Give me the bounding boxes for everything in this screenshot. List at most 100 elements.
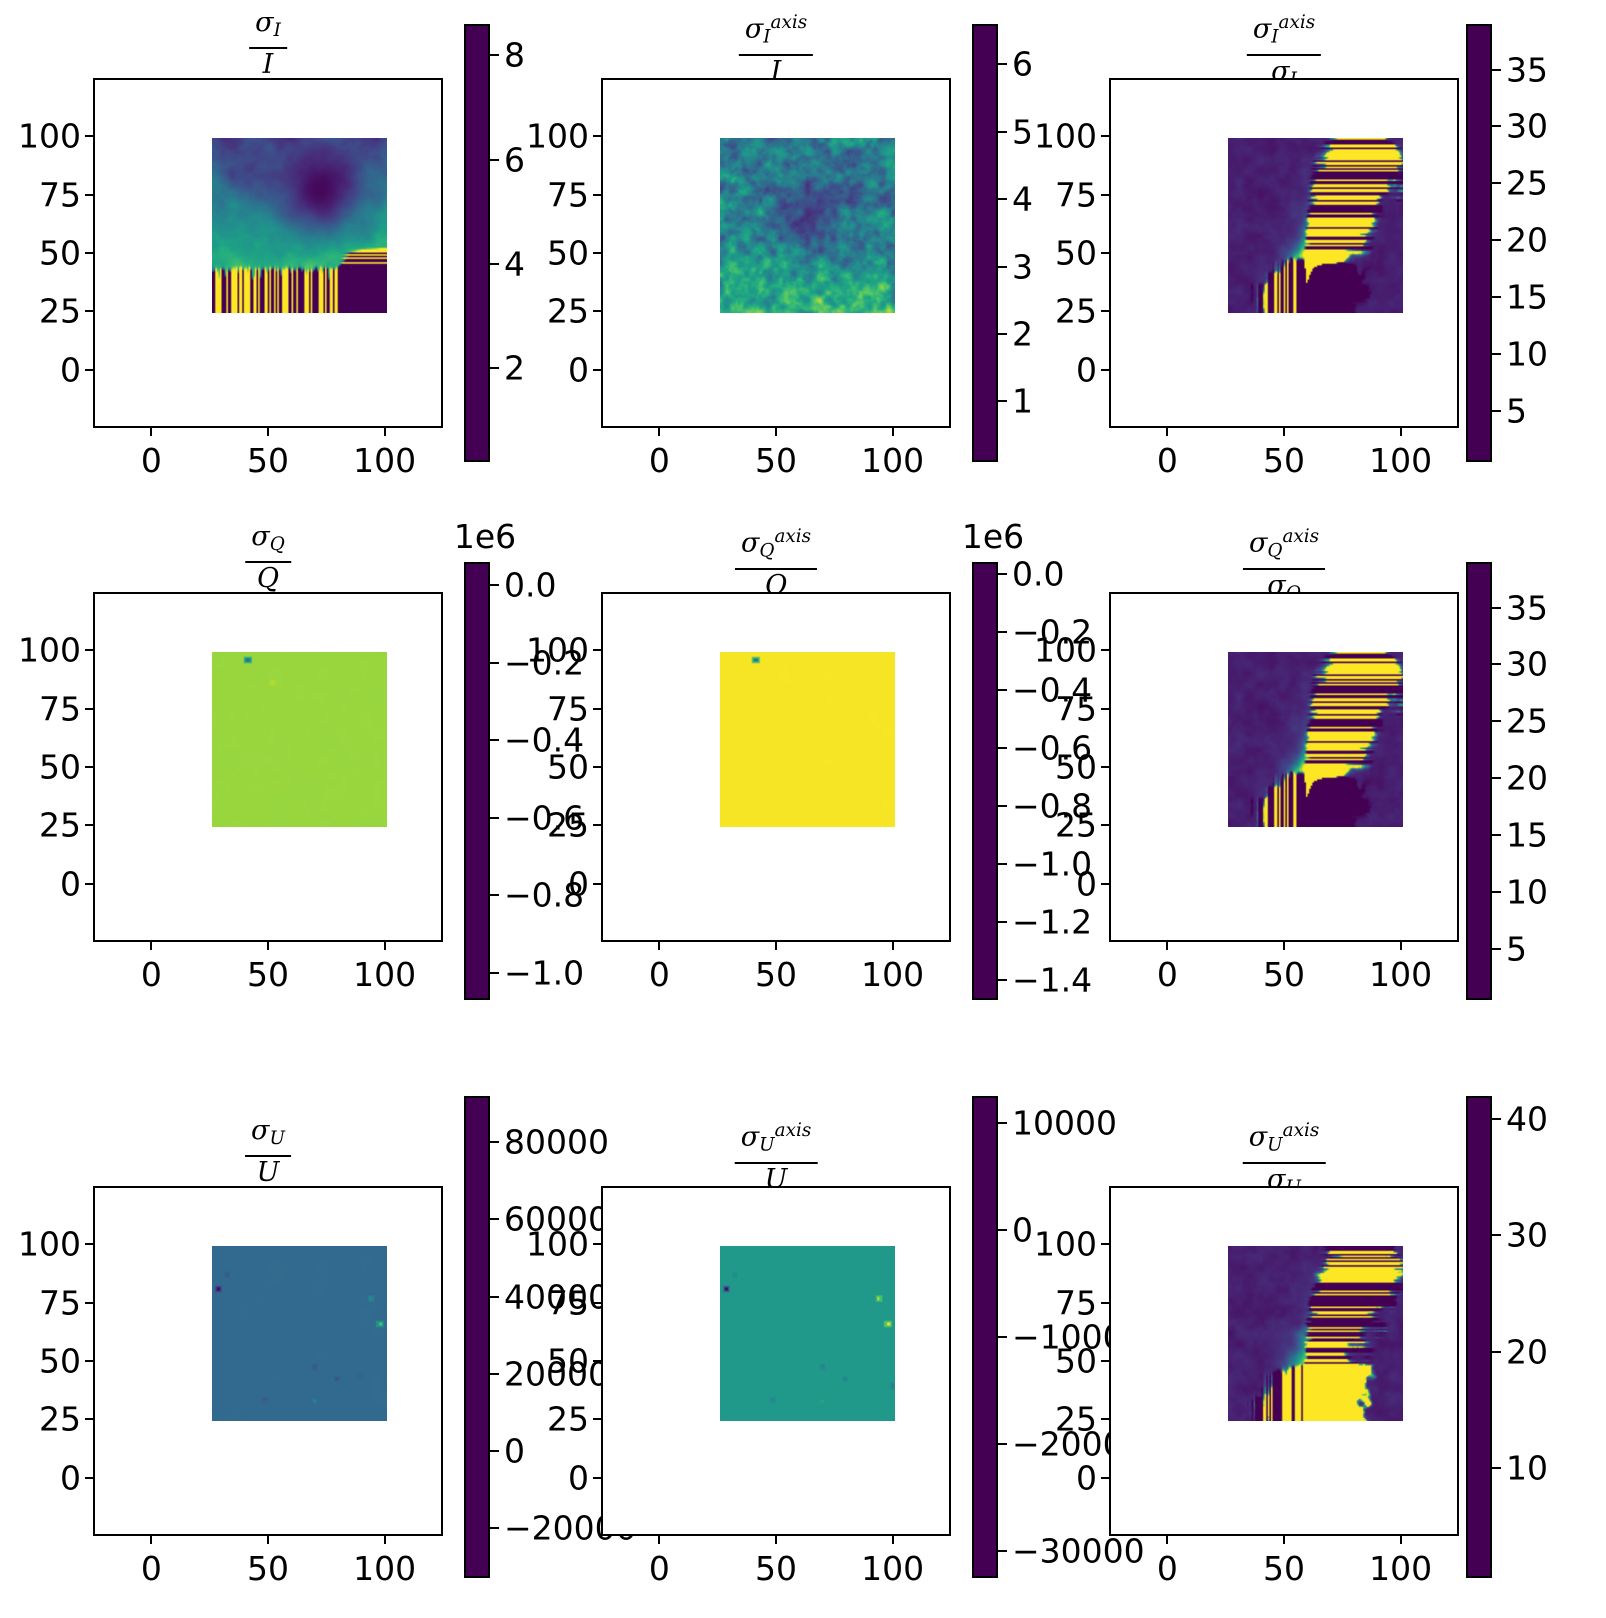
colorbar-tick-mark	[490, 1372, 499, 1375]
panel-title-p11: σQaxis Q	[734, 522, 818, 601]
y-tick-mark	[1101, 649, 1109, 652]
colorbar-tick-mark	[998, 400, 1007, 403]
colorbar-tick-mark	[490, 262, 499, 265]
panel-title-p21: σUaxis U	[734, 1116, 818, 1195]
plot-axes-p10[interactable]	[93, 592, 443, 942]
plot-axes-p01[interactable]	[601, 78, 951, 428]
plot-axes-p11[interactable]	[601, 592, 951, 942]
colorbar-gradient	[974, 564, 996, 998]
colorbar-tick-label: 1	[1012, 381, 1033, 421]
y-tick-mark	[1101, 252, 1109, 254]
y-tick-mark	[85, 707, 93, 710]
colorbar-p11[interactable]	[972, 562, 998, 1000]
colorbar-p00[interactable]	[464, 24, 490, 462]
y-tick-label: 50	[547, 747, 589, 787]
y-tick-mark	[1101, 1301, 1109, 1304]
colorbar-tick-label: −1.2	[1012, 902, 1093, 942]
panel-title-p01: σIaxis I	[738, 8, 814, 87]
colorbar-p21[interactable]	[972, 1096, 998, 1578]
colorbar-tick-label: 30	[1506, 644, 1548, 684]
y-tick-label: 75	[39, 175, 81, 215]
heatmap-image-p01	[719, 138, 895, 314]
plot-axes-p02[interactable]	[1109, 78, 1459, 428]
colorbar-tick-mark	[998, 746, 1007, 749]
plot-axes-p20[interactable]	[93, 1186, 443, 1536]
x-tick-mark	[267, 1536, 269, 1544]
y-tick-mark	[85, 1301, 93, 1304]
heatmap-image-p10	[211, 652, 387, 828]
y-tick-label: 75	[1055, 689, 1097, 729]
y-tick-label: 25	[39, 805, 81, 845]
plot-axes-p22[interactable]	[1109, 1186, 1459, 1536]
colorbar-tick-label: 20	[1506, 220, 1548, 260]
colorbar-p20[interactable]	[464, 1096, 490, 1578]
y-tick-mark	[85, 882, 93, 885]
y-tick-mark	[593, 310, 601, 313]
colorbar-tick-label: 15	[1506, 277, 1548, 317]
y-tick-mark	[85, 135, 93, 138]
y-tick-label: 0	[60, 350, 81, 390]
colorbar-p10[interactable]	[464, 562, 490, 1000]
colorbar-offset-text-p11: 1e6	[961, 517, 1025, 556]
y-tick-label: 50	[547, 233, 589, 273]
heatmap-image-p02	[1227, 138, 1403, 314]
colorbar-tick-label: 20	[1506, 758, 1548, 798]
colorbar-tick-mark	[1492, 1118, 1501, 1121]
y-tick-label: 75	[1055, 175, 1097, 215]
panel-title-p10: σQ Q	[245, 522, 291, 594]
colorbar-tick-label: 5	[1506, 929, 1527, 969]
y-tick-label: 50	[39, 747, 81, 787]
y-tick-mark	[593, 1243, 601, 1246]
plot-axes-p12[interactable]	[1109, 592, 1459, 942]
y-tick-mark	[1101, 1418, 1109, 1421]
x-tick-label: 50	[247, 1549, 289, 1588]
y-tick-mark	[593, 193, 601, 196]
colorbar-tick-mark	[998, 572, 1007, 575]
colorbar-tick-label: −0.8	[504, 875, 585, 915]
plot-axes-p00[interactable]	[93, 78, 443, 428]
y-tick-label: 25	[1055, 1399, 1097, 1439]
y-tick-label: 25	[547, 805, 589, 845]
colorbar-tick-mark	[490, 1449, 499, 1452]
colorbar-tick-mark	[490, 1141, 499, 1144]
y-tick-label: 75	[547, 1283, 589, 1323]
y-tick-label: 25	[39, 1399, 81, 1439]
y-tick-label: 100	[526, 1224, 589, 1264]
y-tick-mark	[593, 1301, 601, 1304]
colorbar-tick-mark	[490, 971, 499, 974]
y-tick-mark	[85, 824, 93, 827]
panel-title-p12: σQaxisσQ	[1242, 522, 1326, 609]
colorbar-tick-mark	[1492, 834, 1501, 837]
colorbar-p12[interactable]	[1466, 562, 1492, 1000]
plot-axes-p21[interactable]	[601, 1186, 951, 1536]
x-tick-mark	[1166, 942, 1169, 950]
colorbar-tick-mark	[490, 816, 499, 819]
heatmap-image-p00	[211, 138, 387, 314]
x-tick-label: 0	[140, 1549, 162, 1588]
colorbar-tick-label: 80000	[504, 1122, 609, 1162]
x-tick-mark	[891, 428, 894, 436]
x-tick-mark	[1166, 428, 1169, 436]
colorbar-p01[interactable]	[972, 24, 998, 462]
y-tick-mark	[85, 252, 93, 254]
x-tick-mark	[1399, 942, 1402, 950]
colorbar-tick-label: 6	[1012, 44, 1033, 84]
y-tick-mark	[593, 368, 601, 371]
y-tick-label: 25	[547, 291, 589, 331]
x-tick-label: 100	[353, 1549, 417, 1588]
colorbar-p22[interactable]	[1466, 1096, 1492, 1578]
x-tick-label: 50	[1263, 441, 1305, 480]
y-tick-mark	[85, 649, 93, 652]
x-tick-label: 100	[1369, 1549, 1433, 1588]
colorbar-tick-mark	[490, 894, 499, 897]
y-tick-mark	[593, 252, 601, 254]
colorbar-tick-mark	[490, 54, 499, 57]
colorbar-tick-label: −0.6	[504, 798, 585, 838]
colorbar-p02[interactable]	[1466, 24, 1492, 462]
colorbar-tick-mark	[998, 198, 1007, 201]
colorbar-tick-mark	[1492, 606, 1501, 609]
colorbar-tick-mark	[998, 130, 1007, 133]
y-tick-mark	[85, 1418, 93, 1421]
colorbar-tick-label: 3	[1012, 247, 1033, 287]
colorbar-tick-label: 35	[1506, 588, 1548, 627]
